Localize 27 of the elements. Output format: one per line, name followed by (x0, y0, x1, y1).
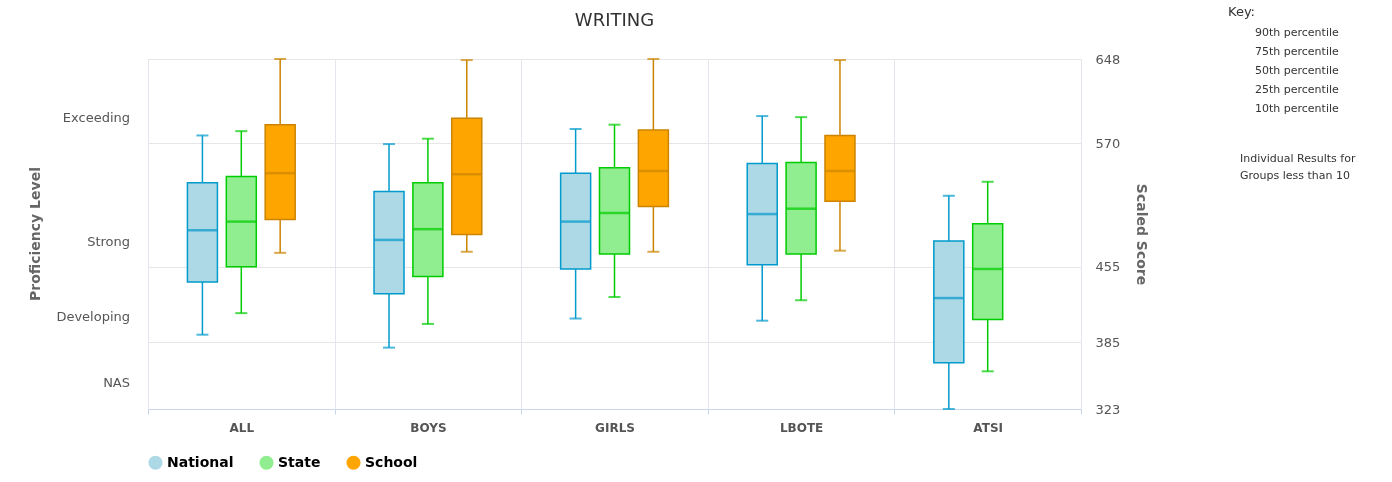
text: 90th percentile (1255, 26, 1340, 39)
text: Proficiency Level (27, 167, 43, 301)
y-tick-label: 323 (1095, 401, 1121, 417)
text: Developing (56, 309, 130, 324)
legend-label: State (278, 453, 321, 470)
text: Individual Results for Groups less than 10 (1240, 152, 1356, 182)
text: NAS (103, 375, 130, 390)
chart-title: WRITING (574, 9, 655, 30)
legend-label: School (365, 453, 418, 470)
text: Exceeding (62, 110, 130, 125)
y-tick-label: 455 (1095, 259, 1121, 275)
legend-label: National (167, 453, 234, 470)
text: 25th percentile (1255, 83, 1340, 96)
x-tick-label: LBOTE (779, 420, 824, 435)
x-tick-label: ALL (229, 420, 255, 435)
x-tick-label: BOYS (410, 420, 447, 435)
text: 75th percentile (1255, 45, 1340, 58)
y-tick-label: 570 (1095, 135, 1121, 151)
text: 10th percentile (1255, 102, 1340, 115)
text: Strong (87, 234, 130, 249)
y-tick-label: 385 (1095, 334, 1121, 350)
text: Key: (1228, 4, 1256, 19)
x-tick-label: ATSI (973, 420, 1004, 435)
y-tick-label: 648 (1095, 51, 1121, 67)
text: 50th percentile (1255, 64, 1340, 77)
y2-axis-title: Scaled Score (1134, 183, 1151, 286)
x-tick-label: GIRLS (595, 420, 635, 435)
